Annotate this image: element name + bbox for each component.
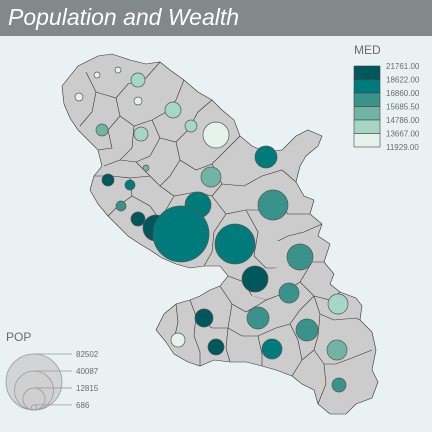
pop-legend-label: 82502 <box>76 350 99 359</box>
commune-bubble <box>261 338 283 360</box>
commune-bubble <box>152 205 210 263</box>
commune-bubble <box>286 243 314 271</box>
commune-bubble <box>170 332 186 348</box>
commune-bubble <box>130 211 146 227</box>
med-legend-title: MED <box>354 43 381 57</box>
commune-bubble <box>326 339 348 361</box>
commune-bubble <box>133 96 143 106</box>
med-legend-label: 21761.00 <box>386 62 420 71</box>
commune-bubble <box>93 71 101 79</box>
commune-bubble <box>130 72 146 88</box>
pop-legend-label: 40087 <box>76 367 99 376</box>
med-legend-label: 14786.00 <box>386 116 420 125</box>
commune-bubble <box>331 377 347 393</box>
med-legend-label: 11929.00 <box>386 143 419 152</box>
commune-bubble <box>95 123 109 137</box>
title-bar: Population and Wealth <box>0 0 432 36</box>
pop-legend: POP 82502 40087 12815 686 <box>5 330 99 411</box>
commune-bubble <box>124 179 136 191</box>
commune-bubble <box>246 306 270 330</box>
med-legend-swatch <box>353 133 381 148</box>
commune-bubble <box>202 121 230 149</box>
commune-bubble <box>295 318 319 342</box>
commune-bubble <box>207 338 225 356</box>
commune-bubble <box>115 200 127 212</box>
map-title: Population and Wealth <box>8 4 240 30</box>
med-legend-label: 13667.00 <box>386 130 420 139</box>
commune-bubble <box>114 66 122 74</box>
med-legend-swatch <box>353 119 381 134</box>
commune-bubble <box>200 166 222 188</box>
med-legend-swatch <box>353 92 381 107</box>
med-legend-label: 18622.00 <box>386 76 420 85</box>
commune-bubble <box>142 164 150 172</box>
commune-bubble <box>164 101 182 119</box>
commune-bubble <box>241 265 269 293</box>
commune-bubble <box>101 173 115 187</box>
commune-bubble <box>254 145 278 169</box>
bubbles-layer <box>74 66 349 393</box>
med-legend-label: 16860.00 <box>386 89 420 98</box>
commune-bubble <box>194 308 214 328</box>
commune-bubble <box>278 282 300 304</box>
commune-bubble <box>214 223 256 265</box>
commune-bubble <box>257 189 289 221</box>
med-legend-swatch <box>353 79 381 94</box>
med-legend-swatch <box>353 106 381 121</box>
pop-legend-label: 686 <box>76 401 90 410</box>
pop-legend-label: 12815 <box>76 384 99 393</box>
commune-bubble <box>184 119 198 133</box>
med-legend: MED 21761.00 18622.00 16860.00 15685.50 1478… <box>353 43 420 152</box>
commune-bubble <box>74 92 84 102</box>
pop-legend-circle <box>31 404 37 411</box>
commune-bubble <box>133 126 149 142</box>
commune-bubble <box>327 293 349 315</box>
pop-legend-title: POP <box>6 330 31 344</box>
med-legend-label: 15685.50 <box>386 103 420 112</box>
med-legend-swatch <box>353 65 381 80</box>
